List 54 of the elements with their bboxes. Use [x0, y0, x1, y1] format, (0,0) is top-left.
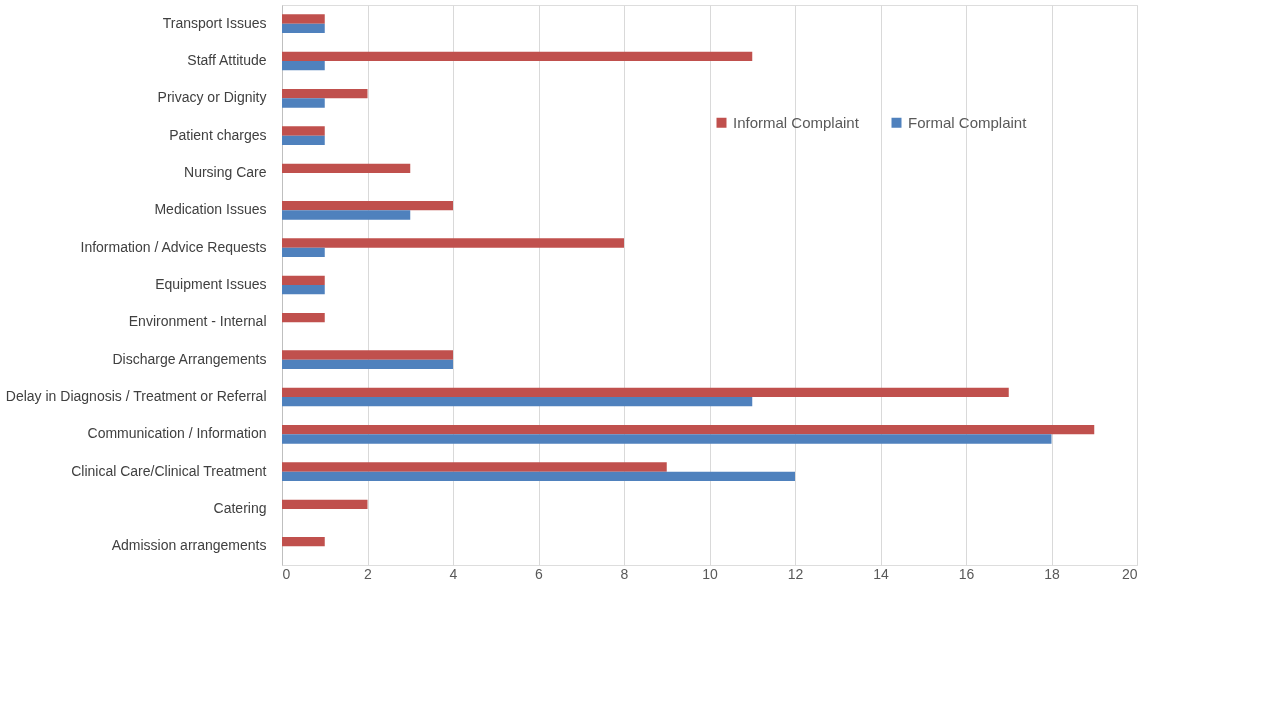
x-tick-label: 20	[1121, 565, 1138, 582]
bar	[282, 247, 325, 257]
bar	[282, 359, 453, 369]
bar	[282, 201, 453, 211]
x-tick-label: 4	[449, 565, 458, 582]
x-tick-label: 12	[787, 565, 804, 582]
bar	[282, 434, 1052, 444]
x-tick-label: 18	[1044, 565, 1060, 582]
bar	[282, 537, 325, 547]
legend-label: Formal Complaint	[908, 113, 1028, 131]
x-tick-label: 2	[364, 565, 373, 582]
bar	[282, 14, 325, 24]
legend-label: Informal Complaint	[733, 113, 860, 131]
bar	[282, 462, 667, 472]
bar	[282, 313, 325, 323]
y-tick-label: Privacy or Dignity	[157, 89, 267, 106]
bar	[282, 425, 1095, 435]
x-tick-label: 0	[282, 565, 291, 582]
y-tick-label: Catering	[213, 500, 267, 516]
bar	[282, 499, 368, 509]
bar	[282, 397, 753, 407]
x-tick-label: 8	[620, 565, 629, 582]
bar	[282, 163, 411, 173]
bar	[282, 210, 411, 220]
bar	[282, 471, 795, 481]
y-tick-label: Environment - Internal	[128, 313, 267, 330]
y-tick-label: Communication / Information	[87, 425, 267, 442]
bar	[282, 275, 325, 285]
x-tick-label: 14	[873, 565, 889, 582]
x-tick-label: 6	[535, 565, 544, 582]
y-tick-label: Information / Advice Requests	[80, 238, 267, 255]
y-tick-label: Equipment Issues	[155, 276, 267, 292]
y-tick-label: Staff Attitude	[187, 52, 267, 68]
x-tick-label: 16	[958, 565, 975, 582]
bar	[282, 285, 325, 295]
y-tick-label: Medication Issues	[154, 201, 267, 218]
bar	[282, 98, 325, 108]
y-tick-label: Nursing Care	[184, 164, 267, 180]
y-tick-label: Admission arrangements	[111, 537, 267, 554]
x-tick-label: 10	[702, 565, 718, 582]
y-tick-label: Clinical Care/Clinical Treatment	[71, 462, 267, 479]
bar	[282, 135, 325, 145]
bar	[282, 387, 1009, 397]
bar	[282, 89, 368, 99]
bar	[282, 350, 453, 360]
y-tick-label: Transport Issues	[162, 14, 267, 31]
y-tick-label: Discharge Arrangements	[112, 350, 267, 367]
y-tick-label: Delay in Diagnosis / Treatment or Referral	[5, 388, 267, 404]
bar	[282, 126, 325, 136]
bar	[282, 23, 325, 33]
y-tick-label: Patient charges	[169, 126, 267, 143]
bar	[282, 51, 753, 61]
bar	[282, 61, 325, 71]
bar	[282, 238, 624, 248]
